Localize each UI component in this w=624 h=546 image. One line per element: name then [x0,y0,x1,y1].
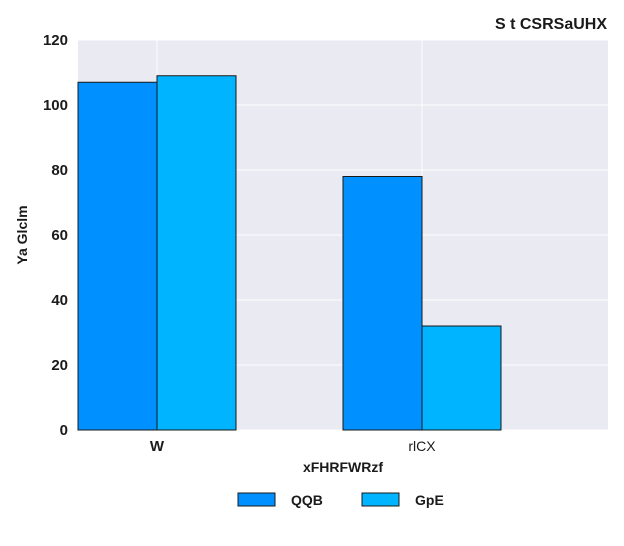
bar-GpE-W [156,75,237,431]
y-axis-label: Ya Glclm [14,205,30,264]
y-tick-label-4: 80 [51,162,68,179]
bar-QQB-W [77,81,158,431]
x-axis-label: xFHRFWRzf [303,459,383,475]
legend-swatch-GpE [361,492,400,507]
bars [77,75,502,431]
x-tick-label-1: rlCX [408,438,436,454]
bar-GpE-rlCX [421,325,502,431]
y-tick-label-6: 120 [43,32,68,49]
chart-title: S t CSRSaUHX [495,16,607,33]
y-tick-label-3: 60 [51,227,68,244]
bar-QQB-rlCX [342,176,423,431]
y-tick-label-0: 0 [60,422,68,439]
legend-swatch-QQB [237,492,276,507]
y-tick-label-2: 40 [51,292,68,309]
y-axis-ticks: 0 20 40 60 80 100 120 [43,32,68,439]
x-tick-label-0: W [150,438,165,455]
legend: QQB GpE [237,492,444,508]
y-tick-label-1: 20 [51,357,68,374]
legend-label-GpE: GpE [415,492,444,508]
y-tick-label-5: 100 [43,97,68,114]
legend-label-QQB: QQB [291,492,323,508]
